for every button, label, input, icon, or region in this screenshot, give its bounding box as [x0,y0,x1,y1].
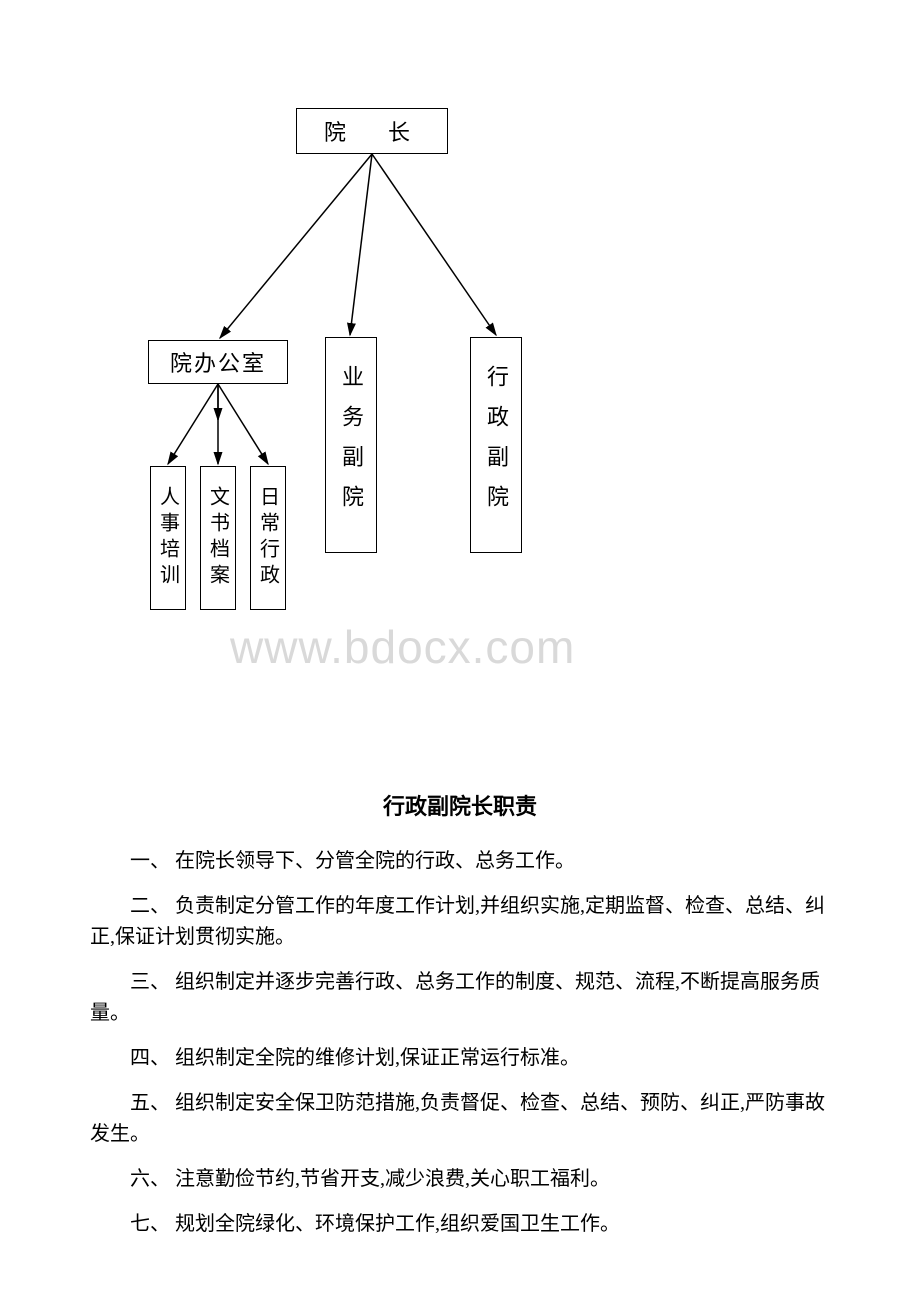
node-biz-label: 业务副院 [335,365,367,525]
org-chart-arrows [0,0,920,700]
watermark: www.bdocx.com [230,620,575,674]
node-office-label: 院办公室 [170,346,266,378]
document-body: 行政副院长职责 一、 在院长领导下、分管全院的行政、总务工作。二、 负责制定分管… [90,790,830,1254]
list-item: 二、 负责制定分管工作的年度工作计划,并组织实施,定期监督、检查、总结、纠正,保… [90,891,830,953]
list-item: 四、 组织制定全院的维修计划,保证正常运行标准。 [90,1043,830,1074]
list-item: 五、 组织制定安全保卫防范措施,负责督促、检查、总结、预防、纠正,严防事故发生。 [90,1088,830,1150]
list-item: 七、 规划全院绿化、环境保护工作,组织爱国卫生工作。 [90,1209,830,1240]
list-item: 三、 组织制定并逐步完善行政、总务工作的制度、规范、流程,不断提高服务质量。 [90,967,830,1029]
node-admin: 行政副院 [470,337,522,553]
node-root: 院 长 [296,108,448,154]
node-biz: 业务副院 [325,337,377,553]
list-item: 六、 注意勤俭节约,节省开支,减少浪费,关心职工福利。 [90,1164,830,1195]
node-hr: 人事培训 [150,466,186,610]
node-doc-label: 文书档案 [204,486,233,590]
node-daily-label: 日常行政 [254,486,283,590]
section-items: 一、 在院长领导下、分管全院的行政、总务工作。二、 负责制定分管工作的年度工作计… [90,846,830,1240]
section-title: 行政副院长职责 [90,790,830,824]
node-doc: 文书档案 [200,466,236,610]
node-office: 院办公室 [148,340,288,384]
node-admin-label: 行政副院 [480,365,512,525]
org-chart: 院 长 院办公室 业务副院 行政副院 人事培训 文书档案 日常行政 [0,0,920,700]
node-daily: 日常行政 [250,466,286,610]
node-root-label: 院 长 [324,115,420,147]
watermark-text: www.bdocx.com [230,621,575,673]
list-item: 一、 在院长领导下、分管全院的行政、总务工作。 [90,846,830,877]
node-hr-label: 人事培训 [154,486,183,590]
